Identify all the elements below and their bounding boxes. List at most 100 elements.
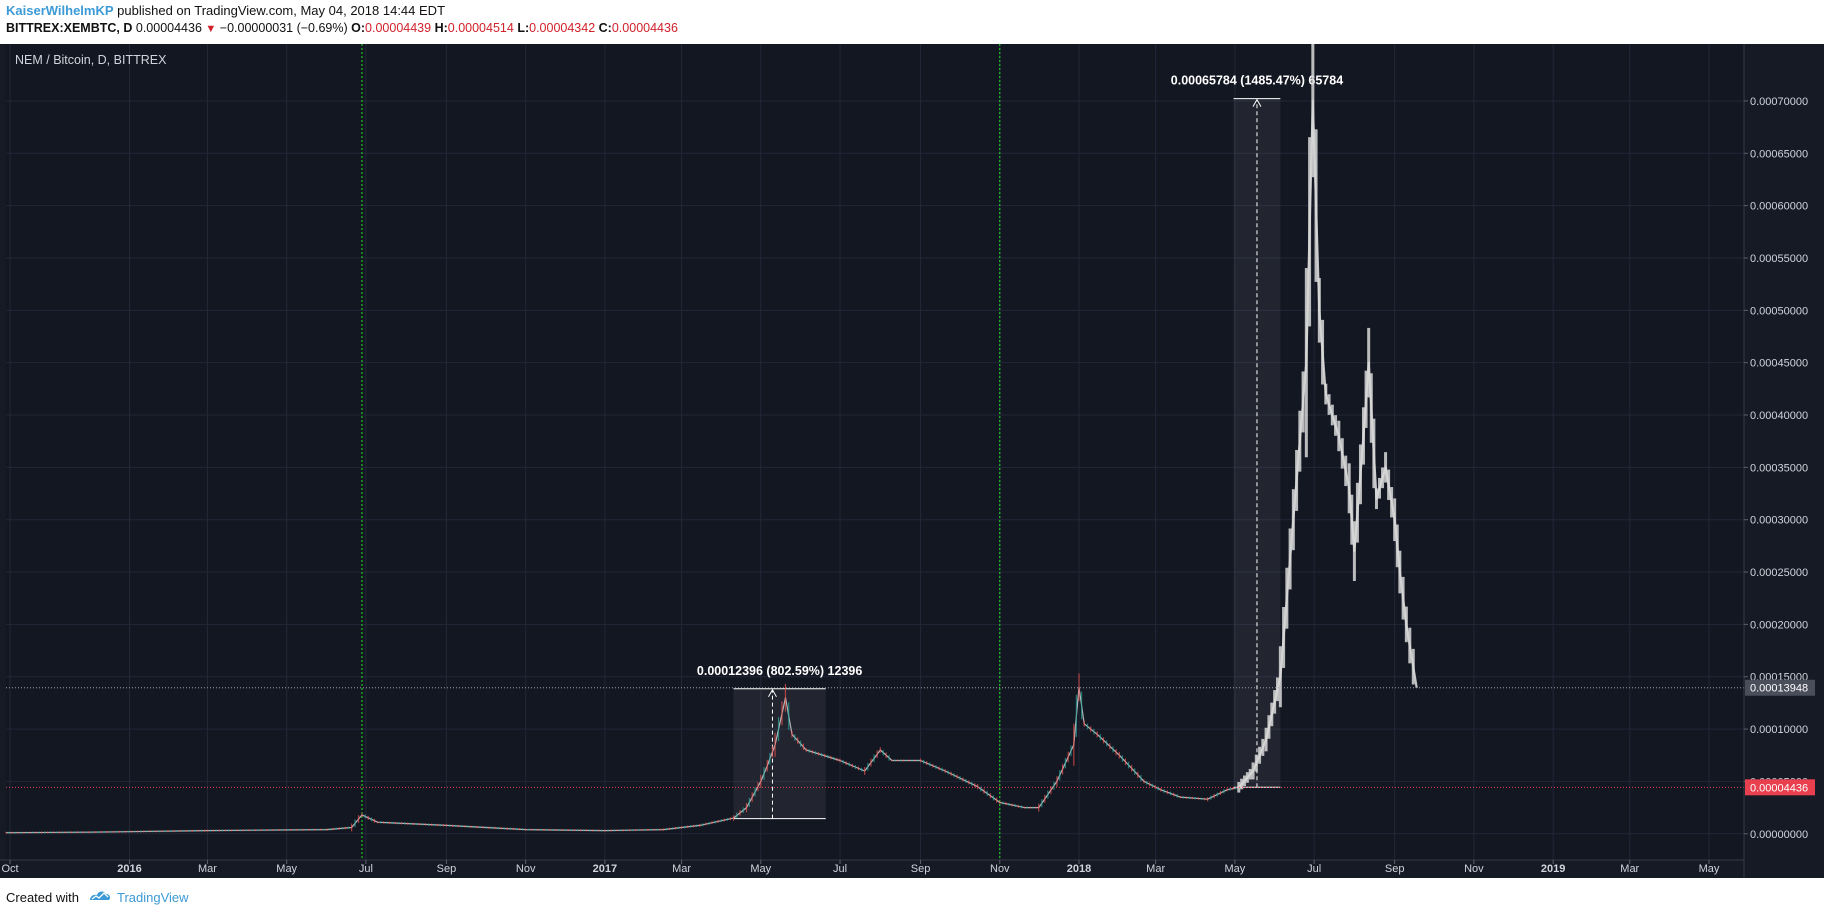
candle — [152, 830, 154, 833]
candle — [275, 829, 277, 832]
candle — [1301, 371, 1305, 433]
candle — [938, 766, 940, 771]
candle — [482, 826, 484, 829]
candle — [1210, 795, 1212, 800]
candle — [1038, 803, 1040, 812]
candle — [959, 776, 961, 781]
candle — [278, 828, 280, 832]
candle — [999, 800, 1001, 804]
candle — [427, 823, 430, 826]
candle — [260, 829, 262, 832]
candle — [1188, 796, 1191, 799]
candle — [1393, 498, 1397, 542]
candle — [418, 823, 421, 826]
candle — [1017, 804, 1019, 808]
candle — [540, 828, 542, 831]
candle — [311, 828, 313, 831]
time-tick-label: Nov — [516, 863, 536, 875]
candle — [94, 831, 96, 834]
candle — [873, 754, 875, 763]
price-tick-label: 0.00065000 — [1750, 148, 1808, 160]
candle — [914, 759, 916, 762]
candle — [451, 824, 454, 827]
candle — [448, 824, 451, 827]
tradingview-logo-icon[interactable] — [88, 888, 112, 904]
candle — [656, 828, 658, 831]
candle — [641, 828, 643, 832]
candle — [1191, 796, 1194, 800]
plot-area[interactable] — [6, 44, 1744, 860]
price-series — [5, 673, 1239, 834]
candle — [817, 752, 820, 756]
candle — [1083, 721, 1085, 727]
candle — [965, 778, 967, 783]
candle — [537, 828, 539, 831]
candle — [53, 831, 55, 834]
candle — [430, 823, 433, 826]
candle — [1381, 467, 1385, 489]
candle — [332, 827, 334, 831]
candle — [1298, 410, 1302, 472]
candle — [1401, 576, 1405, 620]
candle — [382, 821, 385, 824]
price-chart[interactable]: 0.00012396 (802.59%) 12396 0.00065784 (14… — [0, 44, 1824, 878]
price-tick-label: 0.00060000 — [1750, 201, 1808, 213]
candle — [388, 821, 391, 824]
candle — [876, 750, 878, 759]
candle — [436, 823, 439, 827]
price-axis[interactable]: 0.00070000 0.00065000 0.00060000 0.00055000… — [1744, 96, 1815, 878]
candle — [1200, 797, 1203, 800]
measure-box — [733, 688, 826, 819]
time-tick-label: 2017 — [593, 863, 617, 875]
time-tick-label: Sep — [437, 863, 457, 875]
candle — [347, 826, 350, 829]
candle — [1112, 746, 1114, 753]
candle — [503, 827, 505, 830]
candle — [50, 831, 52, 834]
candle — [424, 823, 427, 826]
candle — [497, 827, 499, 830]
candle — [1086, 723, 1089, 730]
candle — [1235, 786, 1237, 790]
candle — [911, 759, 913, 762]
candle — [70, 831, 73, 834]
candle — [227, 829, 229, 832]
time-axis[interactable]: Oct 2016 Mar May Jul Sep Nov 2017 Mar May Jul Sep No… — [1, 860, 1720, 875]
candle — [1081, 691, 1083, 720]
candle — [848, 762, 850, 767]
candle — [155, 830, 157, 833]
candle — [1044, 794, 1046, 803]
candle — [771, 745, 774, 758]
candle — [1002, 801, 1004, 805]
tradingview-link[interactable]: TradingView — [117, 890, 189, 905]
candle — [421, 823, 424, 826]
candle — [317, 828, 319, 831]
candle — [567, 829, 569, 832]
candle — [552, 828, 554, 831]
candle — [1050, 786, 1052, 795]
candle — [827, 755, 829, 759]
last-price: 0.00004436 — [135, 21, 202, 35]
open-value: 0.00004439 — [365, 21, 432, 35]
candle — [1273, 690, 1277, 714]
price-tick-label: 0.00050000 — [1750, 305, 1808, 317]
candle — [622, 829, 624, 832]
candle — [1166, 790, 1168, 795]
candle — [344, 826, 347, 830]
candle — [338, 827, 340, 830]
candle — [1070, 745, 1072, 757]
candle — [1275, 677, 1279, 702]
candle — [188, 829, 190, 832]
candle — [531, 828, 533, 831]
candle — [665, 827, 667, 831]
candle — [182, 829, 184, 832]
candle — [38, 831, 40, 834]
candle — [266, 829, 268, 832]
candle — [257, 829, 259, 832]
candle — [1026, 806, 1028, 809]
author-link[interactable]: KaiserWilhelmKP — [6, 3, 114, 18]
candle — [491, 826, 493, 829]
close-label: C: — [598, 21, 612, 35]
candle — [902, 759, 905, 762]
candle — [100, 831, 102, 834]
